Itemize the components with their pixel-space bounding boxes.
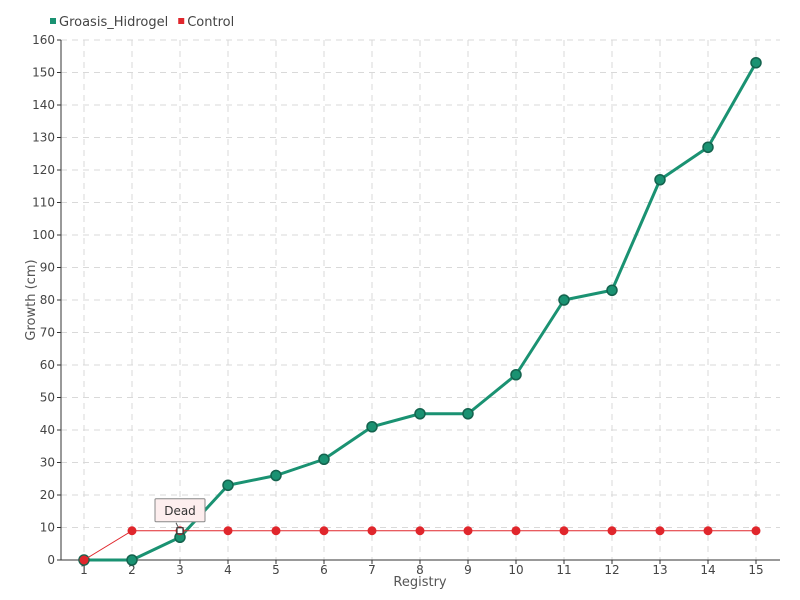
y-axis-title: Growth (cm) — [24, 259, 39, 340]
legend-swatch — [50, 18, 56, 24]
x-tick-label: 11 — [556, 563, 571, 577]
data-point[interactable] — [366, 421, 378, 433]
x-tick-label: 6 — [320, 563, 328, 577]
y-tick-labels: 0 10 20 30 40 50 60 70 80 90 100 110 120 130 140 150 160 — [32, 33, 61, 567]
annotation-callout: Dead — [154, 498, 206, 535]
data-point[interactable] — [559, 526, 569, 536]
data-point[interactable] — [607, 526, 617, 536]
y-tick-label: 60 — [40, 358, 55, 372]
legend-label: Control — [187, 15, 234, 30]
y-tick-label: 80 — [40, 293, 55, 307]
legend-swatch — [178, 18, 185, 24]
data-point[interactable] — [702, 141, 714, 153]
y-tick-label: 90 — [40, 261, 55, 275]
x-tick-label: 8 — [416, 563, 424, 577]
data-point[interactable] — [127, 526, 137, 536]
annotation-marker — [176, 527, 184, 535]
data-point[interactable] — [750, 57, 762, 69]
legend-item[interactable]: Control — [178, 15, 234, 30]
x-tick-label: 5 — [272, 563, 280, 577]
data-point[interactable] — [463, 526, 473, 536]
y-tick-label: 130 — [32, 131, 55, 145]
x-tick-label: 13 — [652, 563, 667, 577]
y-tick-label: 150 — [32, 66, 55, 80]
data-point[interactable] — [126, 554, 138, 566]
annotation-box — [154, 498, 206, 523]
data-point[interactable] — [655, 526, 665, 536]
y-tick-label: 40 — [40, 423, 55, 437]
y-tick-label: 100 — [32, 228, 55, 242]
y-tick-label: 0 — [47, 553, 55, 567]
y-tick-label: 140 — [32, 98, 55, 112]
annotations: Dead — [154, 498, 206, 535]
grid-lines — [61, 39, 780, 560]
data-point[interactable] — [462, 408, 474, 420]
data-point[interactable] — [654, 174, 666, 186]
x-tick-label: 4 — [224, 563, 232, 577]
annotation-label: Dead — [164, 504, 196, 518]
data-point[interactable] — [415, 526, 425, 536]
y-tick-label: 110 — [32, 196, 55, 210]
data-point[interactable] — [319, 526, 329, 536]
data-point[interactable] — [511, 526, 521, 536]
y-tick-label: 30 — [40, 456, 55, 470]
data-point[interactable] — [510, 369, 522, 381]
x-tick-label: 2 — [128, 563, 136, 577]
y-tick-label: 10 — [40, 521, 55, 535]
x-axis-title: Registry — [393, 575, 447, 590]
data-point[interactable] — [271, 526, 281, 536]
x-tick-label: 12 — [604, 563, 619, 577]
x-tick-labels: 1 2 3 4 5 6 7 8 9 10 11 12 13 14 15 — [80, 560, 764, 577]
legend-item[interactable]: Groasis_Hidrogel — [50, 15, 168, 30]
x-tick-label: 3 — [176, 563, 184, 577]
y-tick-label: 20 — [40, 488, 55, 502]
data-point[interactable] — [318, 453, 330, 465]
x-tick-label: 15 — [748, 563, 763, 577]
y-tick-label: 70 — [40, 326, 55, 340]
x-tick-label: 14 — [700, 563, 715, 577]
data-point[interactable] — [558, 294, 570, 306]
y-tick-label: 160 — [32, 33, 55, 47]
data-point[interactable] — [222, 479, 234, 491]
x-tick-label: 9 — [464, 563, 472, 577]
legend[interactable]: Groasis_Hidrogel Control — [50, 15, 234, 30]
x-tick-label: 10 — [508, 563, 523, 577]
x-tick-label: 7 — [368, 563, 376, 577]
data-point[interactable] — [223, 526, 233, 536]
legend-label: Groasis_Hidrogel — [59, 15, 168, 30]
data-point[interactable] — [270, 469, 282, 482]
x-tick-label: 1 — [80, 563, 88, 577]
data-point[interactable] — [367, 526, 377, 536]
y-tick-label: 50 — [40, 391, 55, 405]
data-point[interactable] — [751, 526, 761, 536]
data-point[interactable] — [414, 408, 426, 420]
y-tick-label: 120 — [32, 163, 55, 177]
data-point[interactable] — [606, 284, 618, 296]
data-point[interactable] — [703, 526, 713, 536]
data-point[interactable] — [79, 555, 89, 565]
